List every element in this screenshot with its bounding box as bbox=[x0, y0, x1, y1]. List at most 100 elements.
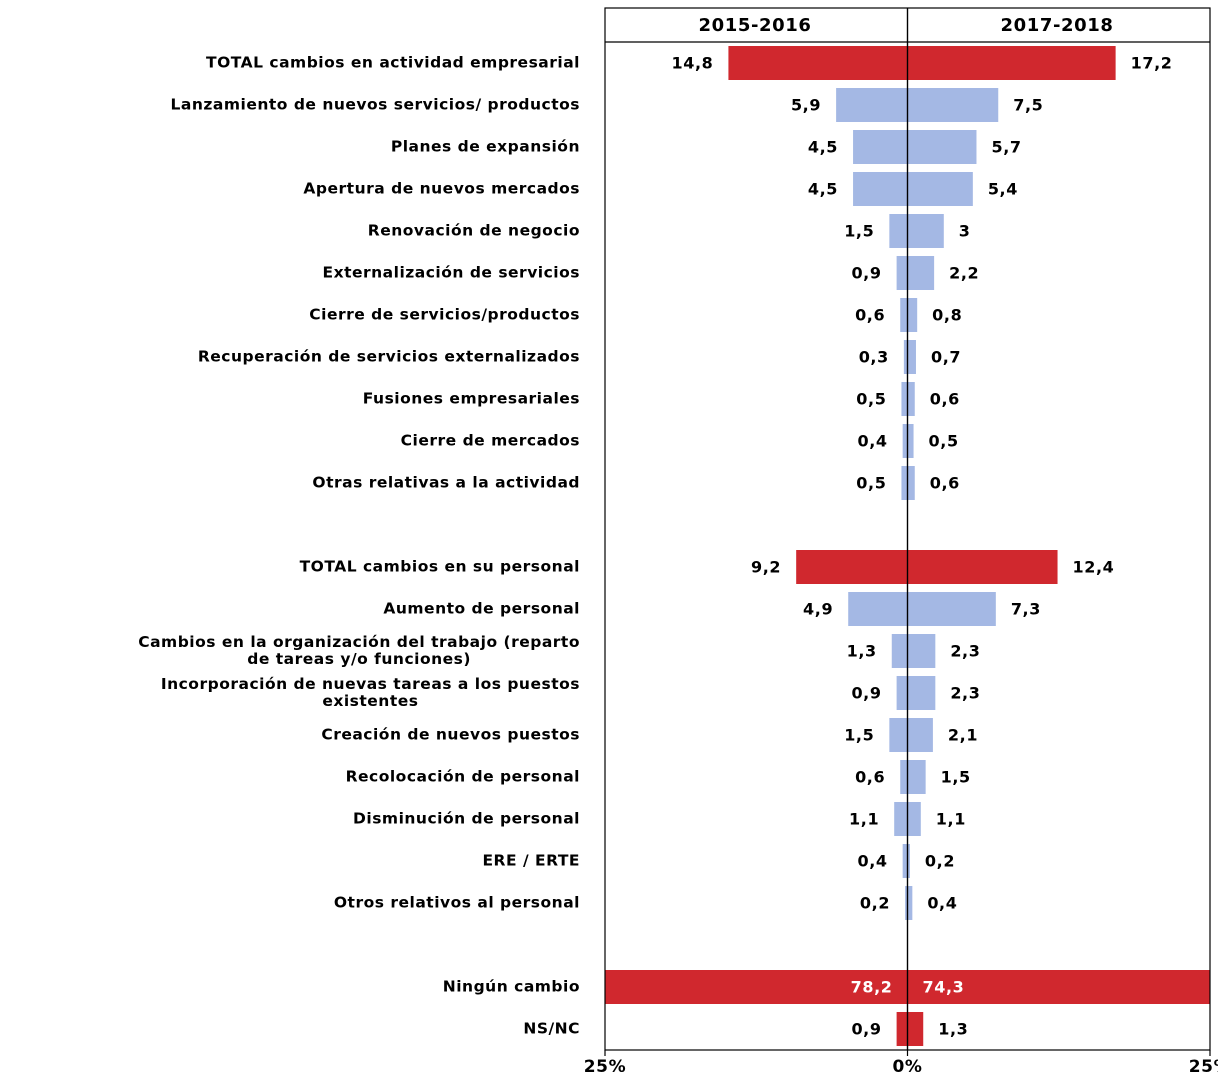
category-label: TOTAL cambios en su personal bbox=[299, 557, 580, 576]
value-label: 7,3 bbox=[1011, 600, 1041, 619]
category-label: Otros relativos al personal bbox=[333, 893, 580, 912]
bar bbox=[907, 1012, 924, 1046]
bar bbox=[907, 844, 910, 878]
category-label: Renovación de negocio bbox=[367, 221, 580, 240]
x-tick-label: 0% bbox=[892, 1057, 922, 1075]
value-label: 1,5 bbox=[844, 726, 874, 745]
bar bbox=[907, 172, 973, 206]
bar bbox=[900, 298, 908, 332]
value-label: 9,2 bbox=[751, 558, 781, 577]
value-label: 5,7 bbox=[991, 138, 1021, 157]
bar bbox=[900, 760, 908, 794]
value-label: 0,9 bbox=[851, 684, 881, 703]
value-label: 0,6 bbox=[855, 306, 885, 325]
category-label: Recuperación de servicios externalizados bbox=[197, 347, 580, 366]
bar bbox=[907, 718, 933, 752]
bar bbox=[907, 88, 999, 122]
value-label: 17,2 bbox=[1131, 54, 1173, 73]
category-label: Cierre de mercados bbox=[400, 431, 580, 450]
category-label: Creación de nuevos puestos bbox=[321, 725, 580, 744]
x-tick-label: 25% bbox=[584, 1057, 627, 1075]
value-label: 0,6 bbox=[855, 768, 885, 787]
value-label: 1,3 bbox=[938, 1020, 968, 1039]
bar bbox=[907, 298, 918, 332]
value-label: 0,5 bbox=[856, 474, 886, 493]
category-label: Disminución de personal bbox=[353, 809, 580, 828]
value-label: 1,5 bbox=[844, 222, 874, 241]
bar bbox=[836, 88, 908, 122]
bar bbox=[905, 886, 908, 920]
bar bbox=[907, 424, 914, 458]
bar bbox=[907, 802, 921, 836]
value-label: 1,3 bbox=[847, 642, 877, 661]
bar bbox=[907, 46, 1116, 80]
bar bbox=[907, 340, 916, 374]
bar bbox=[896, 256, 908, 290]
category-label: Ningún cambio bbox=[442, 977, 580, 996]
bar bbox=[901, 466, 908, 500]
bar bbox=[907, 634, 936, 668]
x-tick-label: 25% bbox=[1189, 1057, 1218, 1075]
category-label: Otras relativas a la actividad bbox=[312, 473, 580, 492]
value-label: 2,3 bbox=[950, 642, 980, 661]
bar bbox=[796, 550, 908, 584]
bar bbox=[848, 592, 908, 626]
value-label: 2,1 bbox=[948, 726, 978, 745]
bar bbox=[894, 802, 908, 836]
value-label: 0,6 bbox=[930, 390, 960, 409]
bar bbox=[907, 130, 977, 164]
category-label: Recolocación de personal bbox=[345, 767, 580, 786]
category-label: Fusiones empresariales bbox=[362, 389, 580, 408]
value-label: 4,5 bbox=[808, 138, 838, 157]
value-label: 4,9 bbox=[803, 600, 833, 619]
category-label: Externalización de servicios bbox=[322, 263, 580, 282]
value-label: 2,2 bbox=[949, 264, 979, 283]
bar bbox=[605, 970, 908, 1004]
bar bbox=[907, 592, 996, 626]
bar bbox=[891, 634, 908, 668]
value-label: 5,4 bbox=[988, 180, 1018, 199]
category-label: Apertura de nuevos mercados bbox=[303, 179, 580, 198]
category-label: Aumento de personal bbox=[383, 599, 580, 618]
bar bbox=[907, 886, 913, 920]
value-label: 78,2 bbox=[851, 978, 893, 997]
value-label: 0,9 bbox=[851, 1020, 881, 1039]
value-label: 4,5 bbox=[808, 180, 838, 199]
bar bbox=[907, 550, 1058, 584]
bar bbox=[901, 382, 908, 416]
bar bbox=[907, 760, 926, 794]
bar bbox=[907, 676, 936, 710]
category-label: Planes de expansión bbox=[390, 137, 580, 156]
bar bbox=[907, 214, 944, 248]
category-label: NS/NC bbox=[523, 1019, 580, 1038]
bar bbox=[907, 256, 935, 290]
value-label: 0,4 bbox=[858, 852, 888, 871]
category-label: ERE / ERTE bbox=[482, 851, 580, 870]
value-label: 0,7 bbox=[931, 348, 961, 367]
bar bbox=[853, 172, 908, 206]
value-label: 0,9 bbox=[851, 264, 881, 283]
value-label: 1,1 bbox=[849, 810, 879, 829]
bar bbox=[903, 340, 908, 374]
value-label: 0,4 bbox=[927, 894, 957, 913]
value-label: 0,3 bbox=[859, 348, 889, 367]
bars bbox=[605, 46, 1210, 1046]
value-label: 0,8 bbox=[932, 306, 962, 325]
value-label: 0,5 bbox=[929, 432, 959, 451]
value-label: 12,4 bbox=[1073, 558, 1115, 577]
bar bbox=[896, 676, 908, 710]
value-label: 14,8 bbox=[672, 54, 714, 73]
value-label: 0,2 bbox=[925, 852, 955, 871]
bar bbox=[907, 466, 915, 500]
value-label: 2,3 bbox=[950, 684, 980, 703]
bar bbox=[907, 382, 915, 416]
value-label: 0,5 bbox=[856, 390, 886, 409]
value-label: 0,4 bbox=[858, 432, 888, 451]
value-label: 0,2 bbox=[860, 894, 890, 913]
bar bbox=[853, 130, 908, 164]
category-label: TOTAL cambios en actividad empresarial bbox=[206, 53, 580, 72]
series-header: 2017-2018 bbox=[1000, 15, 1113, 36]
value-label: 5,9 bbox=[791, 96, 821, 115]
